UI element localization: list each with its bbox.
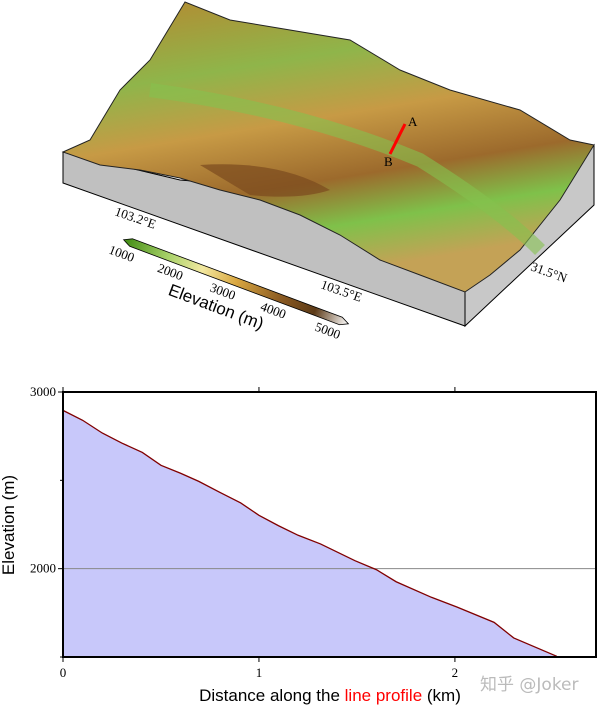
x-axis-label: Distance along the line profile (km)	[199, 686, 461, 705]
colorbar-bar	[122, 238, 350, 326]
profile-chart: 0 1 2 3000 2000	[30, 384, 597, 680]
terrain-surface	[61, 1, 595, 293]
x-tick-label: 1	[256, 665, 263, 680]
profile-point-a: A	[408, 114, 418, 129]
ridge-shading	[200, 164, 330, 197]
profile-area	[63, 410, 557, 657]
profile-line	[62, 409, 558, 657]
x-axis-label-highlight: line profile	[345, 686, 423, 705]
plot-frame	[62, 391, 597, 658]
x-tick-label: 2	[452, 665, 459, 680]
y-tick-label: 3000	[30, 384, 56, 399]
x-axis-label-part: Distance along the	[199, 686, 345, 705]
profile-line	[388, 123, 407, 155]
y-axis-label: Elevation (m)	[0, 475, 18, 575]
y-tick-label: 2000	[30, 561, 56, 576]
valley-shading	[149, 83, 545, 255]
x-tick-label: 0	[60, 665, 67, 680]
watermark: 知乎 @Joker	[480, 675, 579, 695]
terrain-3d-map: A B 103.2°E 103.5°E 31.5°N 1000 2000 300…	[61, 1, 595, 342]
lat-label-315: 31.5°N	[529, 259, 570, 286]
x-axis-label-part: (km)	[422, 686, 461, 705]
profile-point-b: B	[384, 154, 393, 169]
